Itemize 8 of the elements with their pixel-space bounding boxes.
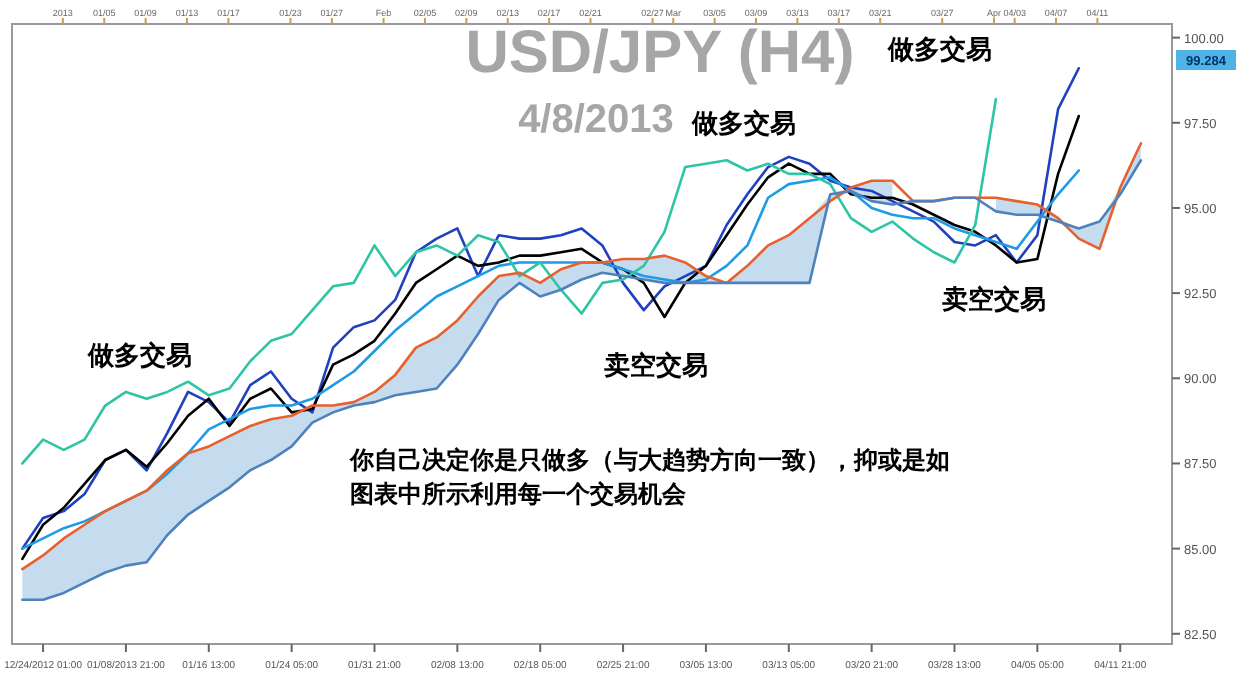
- annotation: 你自己决定你是只做多（与大趋势方向一致），抑或是如图表中所示利用每一个交易机会: [350, 444, 950, 512]
- annotation: 卖空交易: [604, 350, 708, 382]
- text: 4/8/2013: [518, 98, 674, 142]
- annotation: 做多交易: [86, 340, 192, 372]
- annotation: 做多交易: [886, 34, 992, 66]
- chart-title: USD/JPY (H4): [465, 20, 855, 86]
- annotation: 做多交易: [690, 108, 796, 140]
- annotation: 卖空交易: [942, 284, 1046, 316]
